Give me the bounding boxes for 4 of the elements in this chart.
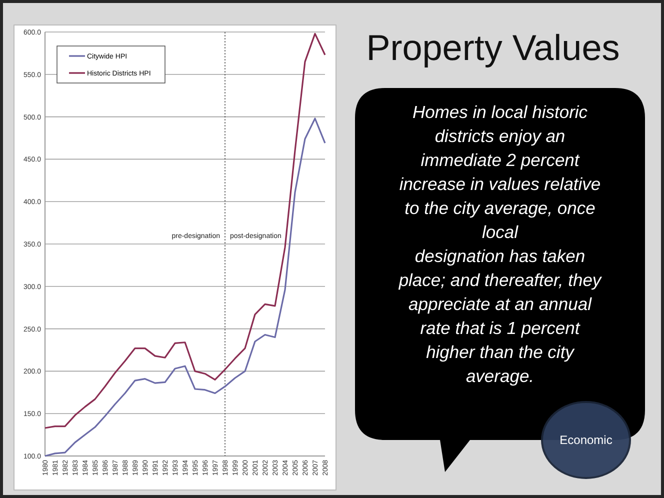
text: Homes in local historic districts enjoy an immediate 2 percent increase in values relative to the city average, once local designation has taken place; and thereafter, they appreciate at an annual rate that is 1 percent higher than the city average.	[398, 102, 602, 386]
text: Property Values	[366, 27, 620, 68]
line-series	[44, 32, 326, 429]
text: Economic	[560, 433, 612, 448]
